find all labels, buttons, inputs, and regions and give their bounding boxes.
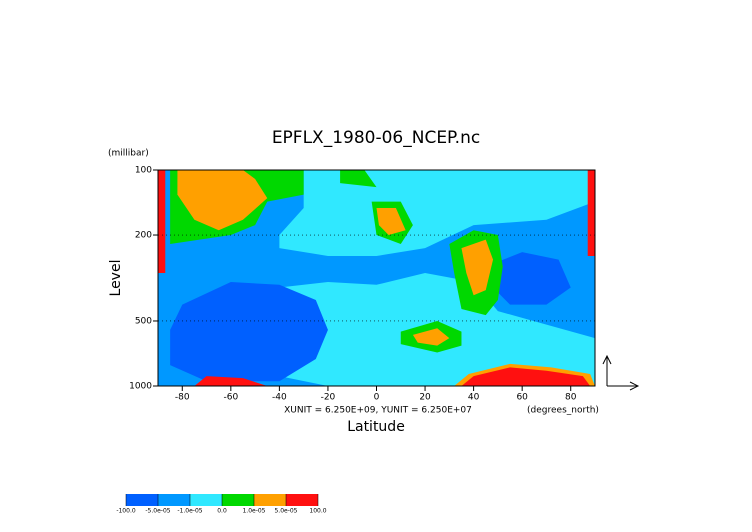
contour-region — [170, 281, 328, 382]
x-tick-label: -60 — [223, 393, 238, 403]
colorbar-bin — [222, 494, 254, 506]
x-tick-label: -80 — [175, 393, 190, 403]
x-tick-label: 0 — [374, 393, 380, 403]
contour-region — [461, 239, 494, 296]
contour-region — [177, 170, 268, 231]
x-tick-label: -40 — [272, 393, 287, 403]
contour-region — [194, 376, 268, 386]
y-tick-label: 500 — [135, 316, 152, 326]
contour-region — [158, 170, 166, 274]
contour-region — [461, 367, 591, 386]
colorbar-label: 100.0 — [309, 508, 326, 515]
colorbar-bin — [126, 494, 158, 506]
arrow — [602, 354, 612, 386]
colorbar-label: -100.0 — [116, 508, 136, 515]
plot-area — [158, 170, 595, 386]
vector-key — [602, 354, 640, 391]
colorbar-bin — [286, 494, 318, 506]
x-tick-label: -20 — [321, 393, 336, 403]
contour-region — [587, 170, 595, 256]
y-unit: (millibar) — [108, 149, 149, 159]
colorbar-label: 1.0e-05 — [242, 508, 265, 515]
arrow — [607, 381, 640, 391]
annotation: XUNIT = 6.250E+09, YUNIT = 6.250E+07 — [284, 406, 472, 416]
y-tick-label: 1000 — [129, 382, 152, 392]
y-tick-label: 100 — [135, 166, 152, 176]
chart-title: EPFLX_1980-06_NCEP.nc — [272, 128, 480, 148]
y-axis-title: Level — [108, 260, 124, 297]
contour-region — [340, 170, 377, 188]
contour-region — [412, 328, 450, 346]
x-tick-label: 60 — [516, 393, 528, 403]
y-tick-label: 200 — [135, 231, 152, 241]
contour-region — [485, 252, 571, 305]
x-tick-label: 40 — [468, 393, 480, 403]
colorbar-bin — [190, 494, 222, 506]
contour-region — [376, 208, 406, 236]
x-axis-title: Latitude — [347, 419, 405, 435]
colorbar-label: -1.0e-05 — [177, 508, 202, 515]
colorbar-bin — [158, 494, 190, 506]
colorbar-label: 5.0e-05 — [274, 508, 297, 515]
colorbar-label: 0.0 — [217, 508, 227, 515]
x-tick-label: 80 — [565, 393, 577, 403]
contour-region — [279, 170, 595, 256]
x-tick-label: 20 — [419, 393, 431, 403]
colorbar-label: -5.0e-05 — [145, 508, 170, 515]
x-unit: (degrees_north) — [527, 406, 599, 416]
colorbar-bin — [254, 494, 286, 506]
